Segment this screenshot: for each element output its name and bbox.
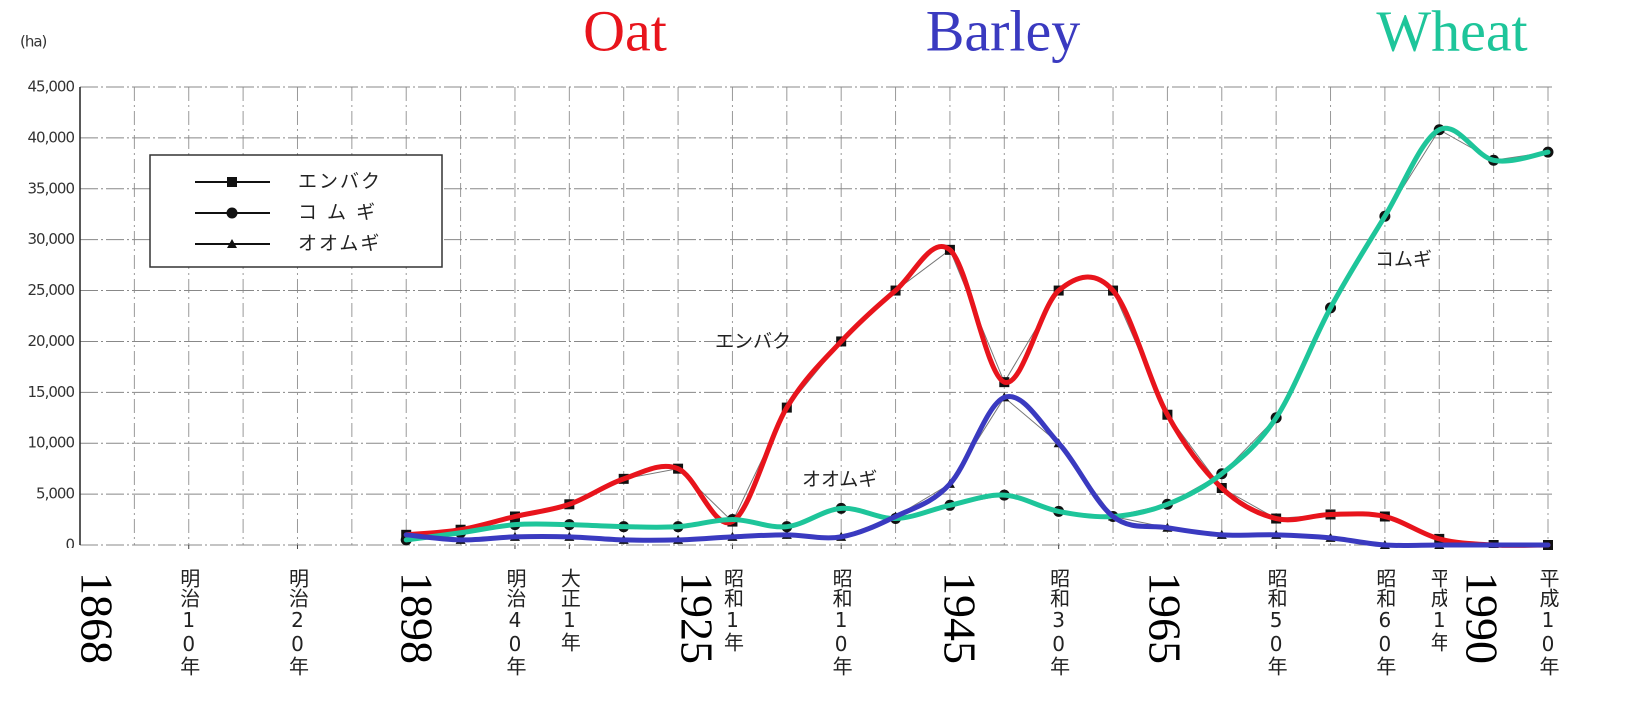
legend-label: オオムギ [298, 233, 381, 255]
x-tick-label: 明治20年 [285, 568, 309, 676]
series-overlay-label: Oat [583, 0, 667, 63]
year-label: 1945 [934, 572, 985, 664]
x-tick-label: 昭和60年 [1373, 568, 1397, 676]
label-backdrop [662, 548, 722, 696]
series-line [403, 394, 1551, 549]
plot [400, 124, 1554, 550]
y-tick-label: 0 [65, 536, 74, 554]
inline-label: コムギ [1375, 249, 1432, 271]
y-tick-label: 20,000 [28, 332, 75, 350]
series-line [403, 244, 1551, 548]
x-tick-label: 昭和1年 [720, 568, 744, 652]
x-tick-label: 明治10年 [177, 568, 201, 676]
y-tick-label: 15,000 [28, 383, 75, 401]
label-backdrop [62, 548, 122, 696]
year-label: 1965 [1139, 572, 1190, 664]
label-backdrop [925, 548, 985, 696]
y-axis-label: (ha) [20, 33, 47, 51]
x-tick-label: 大正1年 [557, 568, 581, 652]
x-tick-label: 昭和50年 [1264, 568, 1288, 676]
y-tick-label: 10,000 [28, 434, 75, 452]
year-label: 1925 [671, 572, 722, 664]
x-tick-label: 平成10年 [1536, 568, 1560, 676]
inline-label: オオムギ [802, 469, 877, 491]
grid: 0 5,000 10,000 15,000 20,000 25,000 30,000 35,0… [28, 78, 1561, 677]
marker [227, 177, 237, 187]
y-tick-label: 25,000 [28, 281, 75, 299]
label-backdrop [1130, 548, 1190, 696]
x-tick-label: 昭和10年 [829, 568, 853, 676]
legend-label: コ ム ギ [298, 202, 377, 224]
thin-line [406, 129, 1549, 541]
series-overlay-label: Wheat [1376, 0, 1527, 63]
legend-label: エンバク [298, 171, 382, 193]
series-overlay-label: Barley [926, 0, 1081, 63]
label-backdrop [1447, 548, 1507, 696]
y-tick-label: 40,000 [28, 128, 75, 146]
legend-box [149, 154, 443, 268]
series-line [403, 125, 1551, 543]
marker [226, 207, 238, 219]
year-label: 1898 [391, 572, 442, 664]
inline-label: エンバク [715, 331, 791, 353]
y-tick-label: 5,000 [36, 485, 74, 503]
x-tick-label: 昭和30年 [1047, 568, 1071, 676]
y-tick-label: 45,000 [28, 78, 75, 96]
label-backdrop [382, 548, 442, 696]
year-label: 1990 [1456, 572, 1507, 664]
year-label: 1868 [71, 572, 122, 664]
y-tick-label: 35,000 [28, 179, 75, 197]
y-tick-label: 30,000 [28, 230, 75, 248]
x-tick-label: 明治40年 [503, 568, 527, 676]
marker [227, 239, 237, 248]
